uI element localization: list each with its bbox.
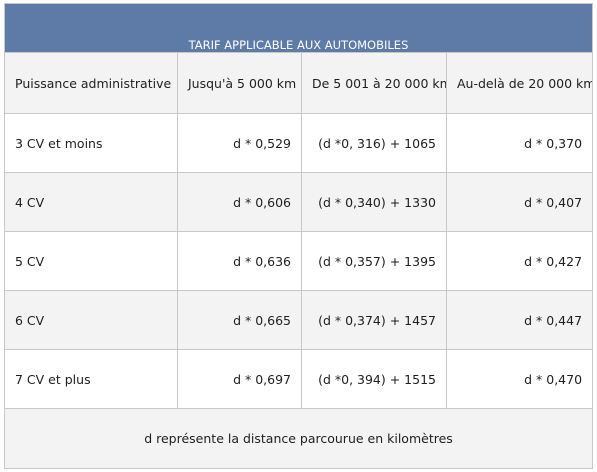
header-jusqua-5000: Jusqu'à 5 000 km xyxy=(177,52,302,114)
table-title-row: TARIF APPLICABLE AUX AUTOMOBILES xyxy=(3,3,594,53)
cell-puissance: 4 CV xyxy=(4,172,178,232)
cell-jusqua-5000: d * 0,529 xyxy=(177,113,302,173)
cell-au-dela-20000: d * 0,427 xyxy=(445,231,594,291)
table-footer-row: d représente la distance parcourue en ki… xyxy=(3,408,594,469)
cell-au-dela-20000: d * 0,370 xyxy=(445,113,594,173)
table-row: 5 CV d * 0,636 (d * 0,357) + 1395 d * 0,… xyxy=(4,231,594,291)
cell-jusqua-5000: d * 0,665 xyxy=(177,290,302,350)
cell-au-dela-20000: d * 0,447 xyxy=(445,290,594,350)
header-puissance: Puissance administrative xyxy=(4,52,178,114)
cell-5001-20000: (d *0, 316) + 1065 xyxy=(301,113,447,173)
header-au-dela-20000: Au-delà de 20 000 km xyxy=(445,52,594,114)
table-row: 4 CV d * 0,606 (d * 0,340) + 1330 d * 0,… xyxy=(4,172,594,232)
cell-5001-20000: (d * 0,340) + 1330 xyxy=(301,172,447,232)
cell-5001-20000: (d *0, 394) + 1515 xyxy=(301,349,447,409)
table-row: 3 CV et moins d * 0,529 (d *0, 316) + 10… xyxy=(4,113,594,173)
cell-puissance: 5 CV xyxy=(4,231,178,291)
cell-puissance: 7 CV et plus xyxy=(4,349,178,409)
cell-puissance: 6 CV xyxy=(4,290,178,350)
header-5001-20000: De 5 001 à 20 000 km xyxy=(301,52,447,114)
cell-au-dela-20000: d * 0,470 xyxy=(445,349,594,409)
cell-jusqua-5000: d * 0,697 xyxy=(177,349,302,409)
cell-5001-20000: (d * 0,357) + 1395 xyxy=(301,231,447,291)
cell-au-dela-20000: d * 0,407 xyxy=(445,172,594,232)
cell-5001-20000: (d * 0,374) + 1457 xyxy=(301,290,447,350)
table-header-row: Puissance administrative Jusqu'à 5 000 k… xyxy=(4,52,594,114)
table-row: 7 CV et plus d * 0,697 (d *0, 394) + 151… xyxy=(4,349,594,409)
table-row: 6 CV d * 0,665 (d * 0,374) + 1457 d * 0,… xyxy=(4,290,594,350)
cell-puissance: 3 CV et moins xyxy=(4,113,178,173)
tarif-table: TARIF APPLICABLE AUX AUTOMOBILES Puissan… xyxy=(3,3,594,469)
table-title: TARIF APPLICABLE AUX AUTOMOBILES xyxy=(3,3,594,53)
cell-jusqua-5000: d * 0,636 xyxy=(177,231,302,291)
cell-jusqua-5000: d * 0,606 xyxy=(177,172,302,232)
table-footnote: d représente la distance parcourue en ki… xyxy=(3,408,594,469)
